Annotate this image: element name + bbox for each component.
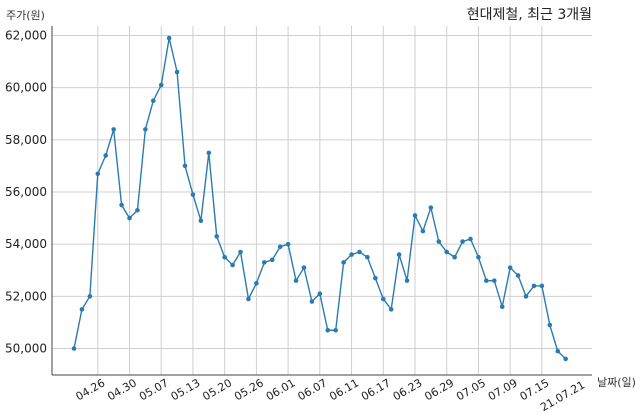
data-point	[293, 278, 299, 283]
data-point	[238, 249, 243, 255]
data-point	[460, 239, 465, 244]
data-point	[103, 153, 109, 158]
data-point	[269, 257, 275, 263]
data-point	[151, 98, 156, 104]
data-point	[87, 294, 93, 299]
data-point	[95, 171, 101, 177]
y-tick-label: 58,000	[5, 133, 47, 147]
data-point	[143, 127, 148, 132]
x-tick-label: 06.17	[359, 376, 393, 403]
axes	[51, 26, 592, 376]
data-point	[555, 348, 561, 354]
data-point	[444, 249, 450, 255]
data-point	[468, 236, 473, 242]
data-point	[333, 327, 338, 333]
y-axis-label: 주가(원)	[6, 9, 45, 22]
x-tick-label: 05.20	[200, 376, 234, 403]
x-axis-label: 날짜(일)	[597, 375, 636, 389]
data-point	[277, 244, 283, 250]
data-point	[222, 254, 227, 260]
data-point	[309, 299, 315, 304]
data-point	[484, 278, 489, 283]
x-tick-label: 06.23	[391, 376, 425, 403]
data-point	[174, 69, 180, 75]
data-point	[325, 327, 331, 333]
data-point	[515, 273, 521, 278]
x-tick-label: 05.13	[169, 376, 203, 403]
data-point	[214, 234, 220, 239]
grid	[52, 26, 592, 375]
data-point	[135, 207, 140, 213]
x-tick-label: 07.05	[454, 376, 488, 403]
data-point	[373, 275, 378, 281]
x-tick-label: 06.11	[327, 376, 361, 403]
y-tick-label: 56,000	[5, 185, 47, 199]
x-tick-label: 06.07	[296, 376, 330, 403]
data-point	[396, 252, 402, 257]
data-point	[246, 296, 251, 302]
data-point	[349, 252, 354, 257]
data-point	[198, 218, 204, 223]
chart-title: 현대제철, 최근 3개월	[467, 7, 592, 23]
y-tick-label: 62,000	[5, 29, 47, 43]
data-point	[301, 265, 307, 270]
data-point	[119, 202, 124, 208]
data-point	[341, 260, 346, 265]
series	[71, 35, 568, 362]
x-tick-label: 05.07	[137, 376, 171, 403]
data-point	[428, 205, 434, 210]
x-tick-label: 06.29	[422, 376, 456, 403]
x-tick-label: 05.26	[232, 376, 266, 403]
data-point	[420, 228, 426, 234]
y-tick-label: 54,000	[5, 237, 47, 251]
x-tick-label: 07.09	[486, 376, 520, 403]
x-tick-label: 04.30	[105, 376, 139, 403]
y-tick-label: 50,000	[5, 342, 47, 356]
y-ticks: 50,000 52,000 54,000 56,000 58,000 60,000 62,0…	[5, 29, 47, 356]
data-point	[206, 150, 212, 156]
y-tick-label: 52,000	[5, 289, 47, 303]
data-point	[380, 296, 386, 302]
data-point	[539, 283, 545, 289]
x-tick-label: 06.01	[264, 376, 298, 403]
data-point	[547, 322, 553, 328]
data-point	[499, 304, 505, 310]
data-point	[388, 307, 394, 312]
data-point	[166, 35, 172, 41]
data-point	[412, 213, 418, 218]
x-tick-label: 04.26	[74, 376, 108, 403]
data-point	[404, 278, 410, 283]
data-point	[531, 283, 537, 289]
data-point	[285, 241, 291, 247]
data-point	[230, 262, 235, 268]
data-point	[254, 280, 259, 286]
y-tick-label: 60,000	[5, 81, 47, 95]
data-point	[563, 356, 568, 362]
data-point	[357, 249, 362, 255]
data-point	[71, 346, 77, 351]
data-point	[190, 192, 196, 197]
data-point	[111, 127, 116, 132]
data-point	[491, 278, 497, 283]
data-point	[523, 294, 529, 299]
x-ticks: 04.2604.3005.0705.1305.2005.2606.0106.07…	[74, 376, 588, 414]
data-point	[436, 239, 442, 244]
data-point	[476, 254, 481, 260]
data-point	[127, 215, 132, 221]
data-point	[317, 291, 323, 297]
data-point	[452, 254, 457, 260]
data-point	[262, 260, 267, 265]
data-point	[158, 82, 164, 88]
data-point	[79, 307, 85, 312]
data-point	[365, 254, 370, 260]
data-point	[507, 265, 513, 270]
data-point	[182, 163, 188, 169]
